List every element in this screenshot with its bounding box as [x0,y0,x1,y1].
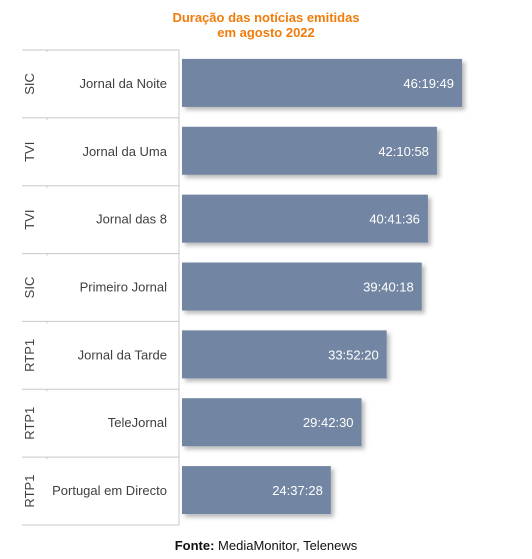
row-labels: Jornal da Noite SIC Jornal da Uma TVI Jornal… [22,73,168,507]
bar-5 [182,330,387,379]
program-label: Portugal em Directo [52,483,167,498]
source-text: MediaMonitor, Telenews [214,538,358,553]
chart-title: Duração das notícias emitidas em agosto … [0,10,532,40]
source-note: Fonte: MediaMonitor, Telenews [0,538,532,553]
data-label: 46:19:49 [403,76,454,91]
program-label: Jornal da Tarde [78,347,167,362]
data-label: 42:10:58 [378,144,429,159]
source-prefix: Fonte: [174,538,215,553]
bar-chart: 46:19:49 42:10:58 40:41:36 39:40:18 33:52:20… [22,49,462,526]
bar-1 [182,58,462,107]
data-label: 39:40:18 [363,279,414,294]
program-label: Primeiro Jornal [80,279,168,294]
channel-label: SIC [22,277,37,299]
channel-label: TVI [22,142,37,162]
row-grid [22,49,180,526]
bar-2 [182,126,437,175]
data-label: 40:41:36 [369,212,420,227]
channel-label: SIC [22,73,37,95]
data-label: 29:42:30 [303,415,354,430]
data-label: 24:37:28 [272,483,323,498]
bars: 46:19:49 42:10:58 40:41:36 39:40:18 33:52:20… [182,58,462,515]
chart-title-line-2: em agosto 2022 [217,25,315,40]
bar-7 [182,466,331,515]
channel-label: RTP1 [22,475,37,508]
channel-label: TVI [22,210,37,230]
program-label: TeleJornal [108,415,167,430]
bar-3 [182,194,428,243]
bar-6 [182,398,362,447]
program-label: Jornal da Uma [82,144,167,159]
chart-title-line-1: Duração das notícias emitidas [172,10,360,25]
program-label: Jornal da Noite [80,76,167,91]
channel-label: RTP1 [22,407,37,440]
bar-4 [182,262,422,311]
program-label: Jornal das 8 [96,212,167,227]
channel-label: RTP1 [22,339,37,372]
data-label: 33:52:20 [328,347,379,362]
